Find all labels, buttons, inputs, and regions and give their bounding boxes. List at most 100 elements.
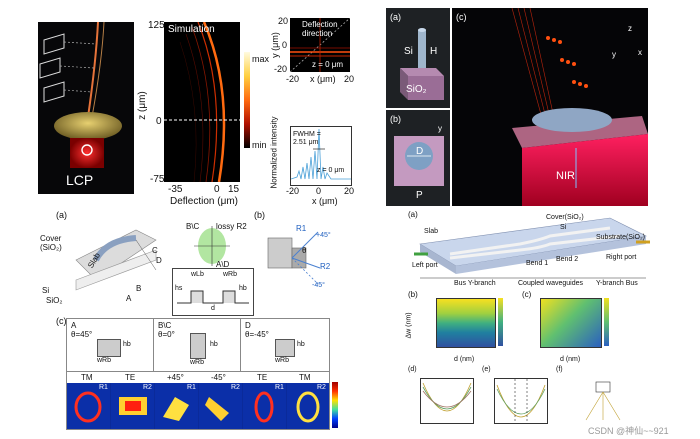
rot-theta: θ — [302, 246, 307, 255]
coupler-3d-schematic: Cover(SiO₂) Si Slab Substrate(SiO₂) Left… — [410, 214, 650, 292]
lcp-label: LCP — [66, 172, 94, 188]
hs-label: hs — [175, 285, 183, 292]
mode-label-2: TE — [125, 373, 136, 382]
br-panel-a-label: (a) — [408, 210, 418, 219]
br-coupled: Coupled waveguides — [518, 280, 583, 287]
deflect-xtick-neg20: -20 — [286, 74, 300, 84]
cross-section-inset: wLb wRb hs hb d — [172, 268, 254, 316]
mode-panel-a-head: A — [71, 321, 77, 330]
panel-c-label: (c) — [456, 12, 467, 22]
mode-table: A θ=45° hb wRb B\C θ=0° wRb hb D θ=-45° … — [66, 318, 330, 430]
metasurface-panel-b: (b) D P y — [386, 110, 450, 206]
br-e-plot — [494, 378, 548, 424]
bl-panel-a-label: (a) — [56, 210, 67, 220]
deflection-title: Deflection direction — [302, 20, 338, 38]
field-r1-1: R1 — [99, 384, 108, 391]
cbar-min: min — [252, 140, 267, 150]
mode-label-6: TM — [299, 373, 311, 382]
mode-bc-hb: hb — [210, 341, 218, 348]
br-b-heatmap — [436, 298, 496, 348]
rotation-diagram: R1 R2 +45° -45° θ — [262, 222, 332, 292]
cbar-max: max — [252, 54, 270, 64]
b-ax-y: y — [438, 124, 442, 133]
deflect-xlabel: x (μm) — [310, 74, 336, 84]
polarization-ellipse: B\C A\D lossy R2 — [180, 222, 247, 270]
hb-label: hb — [239, 285, 247, 292]
si-label: Si — [404, 46, 413, 57]
intensity-xtick-0: 0 — [316, 186, 322, 196]
br-c-heatmap — [540, 298, 602, 348]
field-r1-2: R1 — [187, 384, 196, 391]
sim-xlabel: Deflection (μm) — [170, 196, 238, 207]
intensity-ylabel: Normalized intensity — [269, 116, 279, 189]
mode-a-wrb: wRb — [97, 357, 112, 364]
br-b-colorbar — [498, 298, 503, 346]
d-label: D — [416, 146, 424, 157]
mode-panel-a: A θ=45° hb wRb — [67, 319, 154, 371]
br-panel-d-label: (d) — [408, 366, 417, 373]
br-c-xlabel: d (nm) — [560, 356, 581, 363]
sim-xtick-15: 15 — [228, 184, 240, 195]
br-d-plot — [420, 378, 474, 424]
mode-bc-wrb: wRb — [190, 359, 205, 366]
rot-45: +45° — [316, 232, 331, 239]
si-bl-label: Si — [42, 286, 50, 295]
fwhm-value: 2.51 μm — [293, 139, 319, 146]
c-ax-x: x — [638, 48, 642, 57]
mode-bc-block — [190, 333, 206, 359]
mode-panel-a-theta: θ=45° — [71, 330, 93, 339]
br-panel-c-label: (c) — [522, 290, 532, 299]
deflect-ylabel: y (μm) — [269, 32, 280, 58]
mode-panel-d: D θ=-45° hb wRb — [241, 319, 329, 371]
intensity-xtick-20: 20 — [344, 186, 355, 196]
mode-panel-bc-head: B\C — [158, 321, 172, 330]
br-panel-f-label: (f) — [556, 366, 563, 373]
br-c-colorbar — [604, 298, 609, 346]
mode-d-wrb: wRb — [275, 357, 290, 364]
sim-ytick-0: 0 — [156, 116, 162, 127]
field-r1-3: R1 — [275, 384, 284, 391]
br-y-bus: Y-branch Bus — [596, 280, 638, 287]
d-gap-label: d — [211, 305, 215, 312]
deflect-ytick-neg20: -20 — [274, 64, 288, 74]
rot-neg45: -45° — [312, 282, 325, 289]
wlb-top: wLb — [191, 271, 204, 278]
br-bus-y: Bus Y-branch — [454, 280, 496, 287]
sim-ytick-125: 125 — [148, 20, 165, 31]
sio2-label: SiO₂ — [406, 84, 427, 95]
lossy-r2-label: lossy R2 — [216, 222, 247, 231]
mode-panel-bc: B\C θ=0° wRb hb — [154, 319, 241, 371]
mode-d-hb: hb — [297, 341, 305, 348]
cover-label: Cover — [40, 234, 62, 243]
lcp-photo-panel: LCP — [38, 21, 134, 194]
mode-colorbar — [332, 382, 338, 428]
br-b-xlabel: d (nm) — [454, 356, 475, 363]
br-bend1: Bend 1 — [526, 260, 549, 267]
br-bend2: Bend 2 — [556, 256, 579, 263]
section-c: C — [152, 246, 158, 255]
mode-label-3: +45° — [167, 373, 184, 382]
br-slab: Slab — [424, 228, 439, 235]
mode-label-row: TM TE +45° -45° TE TM — [67, 371, 329, 384]
mode-label-1: TM — [81, 373, 93, 382]
lcp-device-illustration — [39, 21, 122, 168]
mode-a-block — [97, 339, 121, 357]
br-si: Si — [560, 224, 567, 231]
deflection-map: Deflection direction z = 0 μm — [289, 17, 351, 73]
cover-sub: (SiO₂) — [40, 243, 62, 252]
panel-a-label: (a) — [390, 12, 401, 22]
h-label: H — [430, 46, 438, 57]
c-ax-z: z — [628, 24, 632, 33]
bc-label: B\C — [186, 222, 200, 231]
sio2-bl-label: SiO₂ — [46, 296, 63, 305]
panel-b-label: (b) — [390, 114, 401, 124]
deflect-ytick-0: 0 — [282, 40, 288, 50]
rot-r2: R2 — [320, 262, 331, 271]
sim-ylabel: z (μm) — [136, 91, 148, 120]
br-panel-b-label: (b) — [408, 290, 418, 299]
nir-label: NIR — [556, 170, 575, 182]
intensity-xtick-neg20: -20 — [286, 186, 300, 196]
mode-label-5: TE — [257, 373, 268, 382]
intensity-plot: FWHM = 2.51 μm z = 0 μm — [290, 126, 352, 186]
mode-panel-d-theta: θ=-45° — [245, 330, 269, 339]
